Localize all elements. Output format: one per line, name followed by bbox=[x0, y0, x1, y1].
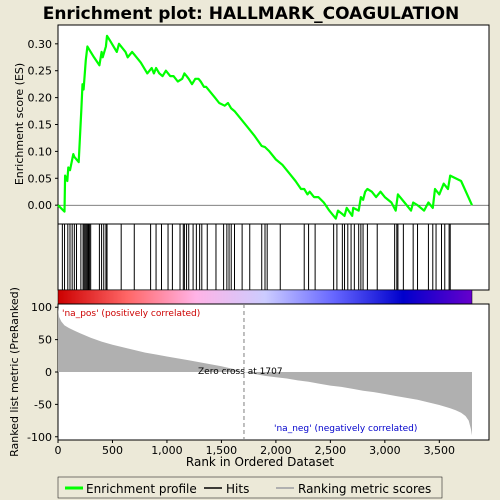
es-y-tick-label: 0.00 bbox=[28, 199, 53, 212]
rank-bar-panel bbox=[57, 289, 473, 305]
legend-enrichment-label: Enrichment profile bbox=[86, 482, 197, 496]
ranked-list-panel: -100 -50 0 50 100 0 500 1,000 1,500 2,000 2,500 3,… bbox=[8, 287, 490, 469]
rank-color-bar bbox=[57, 289, 473, 305]
x-tick-label: 1,500 bbox=[206, 444, 238, 457]
es-y-tick-label: 0.15 bbox=[28, 119, 53, 132]
rl-y-tick-label: 0 bbox=[45, 366, 52, 379]
x-tick-label: 500 bbox=[102, 444, 123, 457]
x-tick-label: 2,500 bbox=[315, 444, 347, 457]
es-y-tick-label: 0.25 bbox=[28, 65, 53, 78]
hits-plot-area bbox=[57, 223, 490, 291]
es-y-tick-label: 0.05 bbox=[28, 172, 53, 185]
es-y-axis-label: Enrichment score (ES) bbox=[13, 63, 26, 185]
es-y-tick-label: 0.20 bbox=[28, 92, 53, 105]
x-tick-label: 3,000 bbox=[369, 444, 401, 457]
ranking-metric-area bbox=[58, 307, 472, 436]
zero-cross-annotation: Zero cross at 1707 bbox=[198, 367, 283, 377]
ranked-list-y-axis-label: Ranked list metric (PreRanked) bbox=[8, 287, 21, 457]
hits-panel bbox=[57, 223, 490, 291]
ranked-list-x-axis: 0 500 1,000 1,500 2,000 2,500 3,000 3,500 bbox=[55, 440, 456, 457]
legend: Enrichment profile Hits Ranking metric s… bbox=[57, 476, 443, 499]
chart-title: Enrichment plot: HALLMARK_COAGULATION bbox=[43, 4, 460, 24]
enrichment-panel: 0.00 0.05 0.10 0.15 0.20 0.25 0.30 Enrichment … bbox=[13, 24, 490, 225]
x-tick-label: 0 bbox=[55, 444, 62, 457]
rl-y-tick-label: 50 bbox=[38, 334, 52, 347]
es-y-tick-label: 0.30 bbox=[28, 38, 53, 51]
enrichment-plot-area bbox=[57, 24, 490, 225]
legend-box bbox=[57, 476, 443, 499]
es-y-axis: 0.00 0.05 0.10 0.15 0.20 0.25 0.30 bbox=[28, 38, 58, 212]
enrichment-profile-line bbox=[57, 34, 474, 220]
pos-annotation: 'na_pos' (positively correlated) bbox=[62, 309, 200, 319]
x-tick-label: 1,000 bbox=[151, 444, 183, 457]
rl-y-tick-label: -100 bbox=[27, 431, 52, 444]
rl-y-tick-label: -50 bbox=[34, 398, 52, 411]
x-axis-label: Rank in Ordered Dataset bbox=[186, 455, 334, 469]
rl-y-tick-label: 100 bbox=[31, 301, 52, 314]
ranked-list-y-axis: -100 -50 0 50 100 bbox=[27, 301, 58, 444]
es-y-tick-label: 0.10 bbox=[28, 145, 53, 158]
legend-metric-label: Ranking metric scores bbox=[298, 482, 431, 496]
legend-hits-label: Hits bbox=[226, 482, 249, 496]
x-tick-label: 2,000 bbox=[260, 444, 292, 457]
hit-lines bbox=[61, 224, 451, 290]
neg-annotation: 'na_neg' (negatively correlated) bbox=[274, 424, 417, 434]
x-tick-label: 3,500 bbox=[424, 444, 456, 457]
